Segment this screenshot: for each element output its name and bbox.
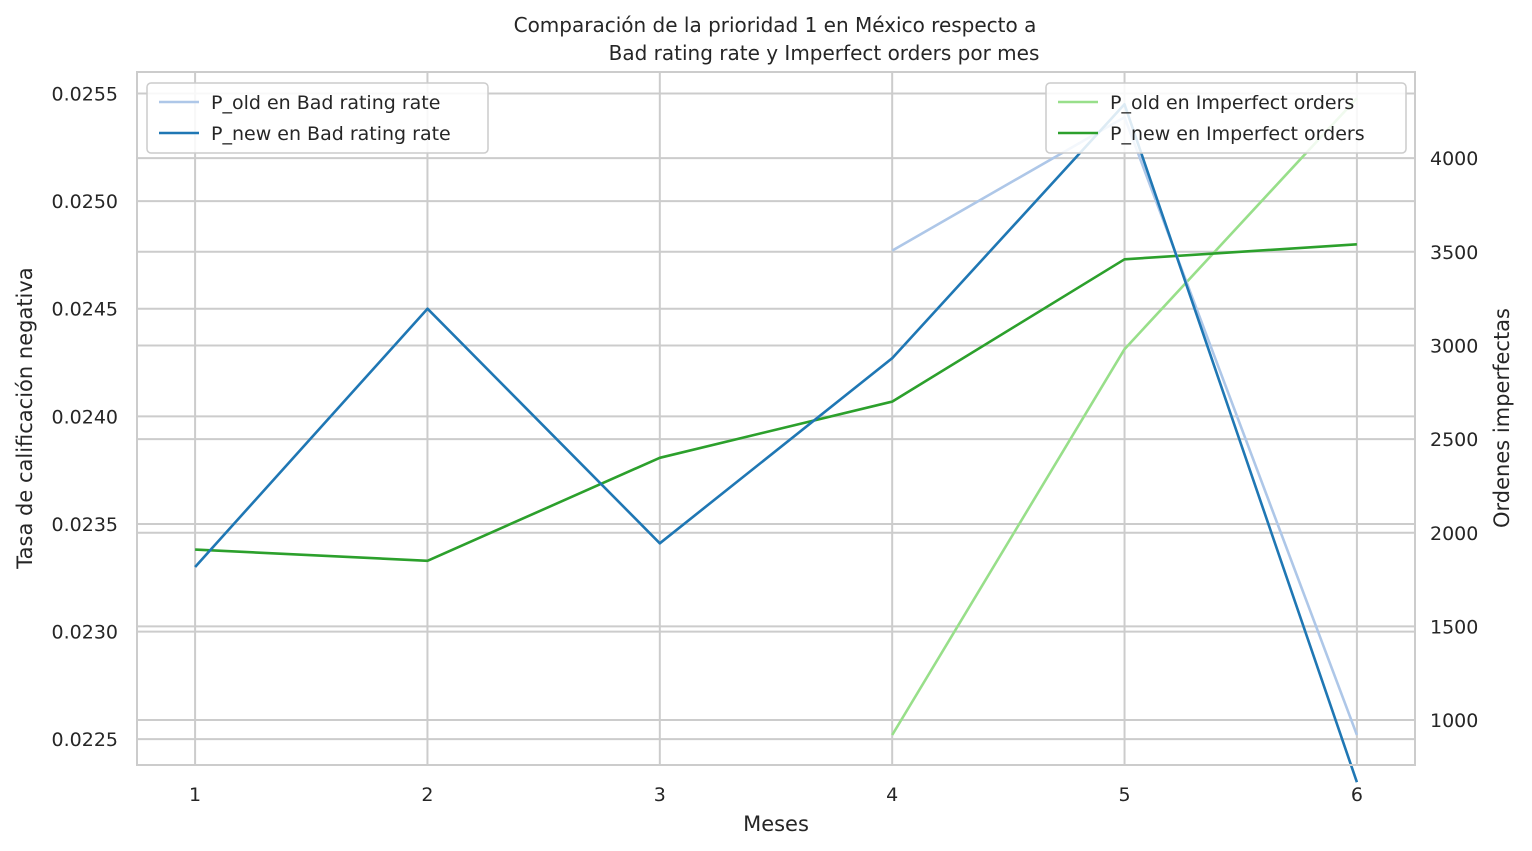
chart-title-line2: Bad rating rate y Imperfect orders por m… bbox=[609, 41, 1040, 65]
y-right-tick-label: 1000 bbox=[1430, 710, 1478, 732]
grid-lines bbox=[137, 72, 1415, 765]
y-right-tick-label: 2000 bbox=[1430, 523, 1478, 545]
plot-frame bbox=[136, 71, 1416, 766]
y-right-tick-label: 4000 bbox=[1430, 148, 1478, 170]
imperfect-orders-series-line-0 bbox=[891, 97, 1358, 736]
imperfect-orders-legend-box bbox=[1045, 82, 1407, 154]
imperfect-orders-series-line-1 bbox=[195, 243, 1357, 563]
y-axis-label-right: Ordenes imperfectas bbox=[1490, 308, 1514, 528]
y-right-tick-label: 3500 bbox=[1430, 242, 1478, 264]
y-left-tick-label: 0.0245 bbox=[52, 299, 118, 321]
chart-title-line1: Comparación de la prioridad 1 en México … bbox=[514, 13, 1037, 37]
x-tick-label: 4 bbox=[886, 784, 898, 806]
bad-rating-rate-legend-label: P_new en Bad rating rate bbox=[211, 123, 451, 145]
legend-left: P_old en Bad rating rate P_new en Bad rat… bbox=[146, 82, 489, 154]
y-right-tick-label: 1500 bbox=[1430, 616, 1478, 638]
y-left-tick-label: 0.0240 bbox=[52, 406, 118, 428]
y-left-tick-label: 0.0250 bbox=[52, 191, 118, 213]
x-tick-label: 3 bbox=[654, 784, 666, 806]
y-left-tick-label: 0.0225 bbox=[52, 729, 118, 751]
imperfect-orders-legend-label: P_old en Imperfect orders bbox=[1110, 92, 1354, 114]
x-tick-label: 1 bbox=[189, 784, 201, 806]
legend-right: P_old en Imperfect orders P_new en Imperf… bbox=[1045, 82, 1407, 154]
bad-rating-rate-legend-label: P_old en Bad rating rate bbox=[211, 92, 440, 114]
bad-rating-rate-series-line-1 bbox=[194, 103, 1359, 783]
y-left-tick-label: 0.0235 bbox=[52, 514, 118, 536]
y-left-tick-label: 0.0255 bbox=[52, 84, 118, 106]
series-lines bbox=[194, 97, 1359, 783]
x-axis-label: Meses bbox=[743, 812, 809, 836]
x-tick-label: 6 bbox=[1351, 784, 1363, 806]
bad-rating-rate-legend-box bbox=[146, 82, 489, 154]
imperfect-orders-legend-label: P_new en Imperfect orders bbox=[1110, 123, 1365, 145]
y-right-tick-label: 3000 bbox=[1430, 335, 1478, 357]
x-tick-label: 5 bbox=[1118, 784, 1130, 806]
y-axis-label-left: Tasa de calificación negativa bbox=[13, 267, 37, 569]
y-left-tick-label: 0.0230 bbox=[52, 622, 118, 644]
x-tick-label: 2 bbox=[421, 784, 433, 806]
y-right-tick-label: 2500 bbox=[1430, 429, 1478, 451]
